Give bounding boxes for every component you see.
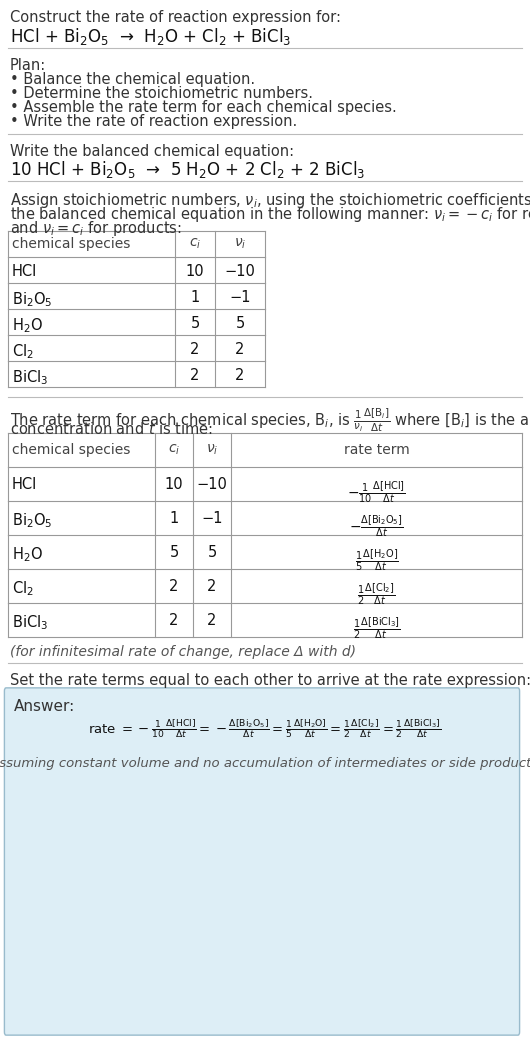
Text: concentration and $t$ is time:: concentration and $t$ is time: [10, 421, 213, 437]
Text: 5: 5 [190, 316, 200, 331]
Text: Cl$_2$: Cl$_2$ [12, 579, 34, 598]
Text: $-\frac{1}{10}\frac{\Delta[\mathrm{HCl}]}{\Delta t}$: $-\frac{1}{10}\frac{\Delta[\mathrm{HCl}]… [347, 479, 406, 504]
Text: H$_2$O: H$_2$O [12, 545, 43, 564]
Text: $c_i$: $c_i$ [168, 443, 180, 457]
Text: 5: 5 [207, 545, 217, 560]
Text: 10: 10 [165, 477, 183, 492]
Text: 10 HCl + Bi$_2$O$_5$  →  5 H$_2$O + 2 Cl$_2$ + 2 BiCl$_3$: 10 HCl + Bi$_2$O$_5$ → 5 H$_2$O + 2 Cl$_… [10, 159, 366, 180]
Text: BiCl$_3$: BiCl$_3$ [12, 367, 48, 386]
Text: the balanced chemical equation in the following manner: $\nu_i = -c_i$ for react: the balanced chemical equation in the fo… [10, 205, 530, 224]
Text: 2: 2 [207, 613, 217, 628]
Text: H$_2$O: H$_2$O [12, 316, 43, 335]
FancyBboxPatch shape [4, 688, 519, 1036]
Text: Assign stoichiometric numbers, $\nu_i$, using the stoichiometric coefficients, $: Assign stoichiometric numbers, $\nu_i$, … [10, 191, 530, 210]
Text: (assuming constant volume and no accumulation of intermediates or side products): (assuming constant volume and no accumul… [0, 757, 530, 770]
Text: −10: −10 [225, 264, 255, 279]
Text: Cl$_2$: Cl$_2$ [12, 342, 34, 360]
Text: 2: 2 [169, 579, 179, 594]
Text: $\frac{1}{5}\frac{\Delta[\mathrm{H_2O}]}{\Delta t}$: $\frac{1}{5}\frac{\Delta[\mathrm{H_2O}]}… [355, 547, 399, 573]
Text: BiCl$_3$: BiCl$_3$ [12, 613, 48, 632]
Text: Answer:: Answer: [14, 699, 75, 714]
Text: HCl + Bi$_2$O$_5$  →  H$_2$O + Cl$_2$ + BiCl$_3$: HCl + Bi$_2$O$_5$ → H$_2$O + Cl$_2$ + Bi… [10, 26, 292, 47]
Text: 1: 1 [170, 511, 179, 526]
Text: • Balance the chemical equation.: • Balance the chemical equation. [10, 72, 255, 87]
Text: chemical species: chemical species [12, 443, 130, 457]
Text: 2: 2 [190, 342, 200, 357]
Text: 2: 2 [190, 367, 200, 383]
Text: 1: 1 [190, 290, 200, 305]
Text: chemical species: chemical species [12, 237, 130, 251]
Text: Construct the rate of reaction expression for:: Construct the rate of reaction expressio… [10, 10, 341, 25]
Text: • Write the rate of reaction expression.: • Write the rate of reaction expression. [10, 114, 297, 129]
Text: 5: 5 [170, 545, 179, 560]
Text: $\frac{1}{2}\frac{\Delta[\mathrm{Cl_2}]}{\Delta t}$: $\frac{1}{2}\frac{\Delta[\mathrm{Cl_2}]}… [357, 582, 396, 607]
Text: Plan:: Plan: [10, 58, 46, 73]
Text: 2: 2 [235, 367, 245, 383]
Text: • Assemble the rate term for each chemical species.: • Assemble the rate term for each chemic… [10, 100, 397, 115]
Text: −10: −10 [197, 477, 227, 492]
Text: $\frac{1}{2}\frac{\Delta[\mathrm{BiCl_3}]}{\Delta t}$: $\frac{1}{2}\frac{\Delta[\mathrm{BiCl_3}… [352, 615, 400, 641]
Text: HCl: HCl [12, 264, 37, 279]
Text: $\nu_i$: $\nu_i$ [206, 443, 218, 457]
Text: $-\frac{\Delta[\mathrm{Bi_2O_5}]}{\Delta t}$: $-\frac{\Delta[\mathrm{Bi_2O_5}]}{\Delta… [349, 513, 404, 539]
Text: rate term: rate term [343, 443, 409, 457]
Text: 5: 5 [235, 316, 245, 331]
Text: Bi$_2$O$_5$: Bi$_2$O$_5$ [12, 511, 52, 529]
Text: −1: −1 [201, 511, 223, 526]
Text: • Determine the stoichiometric numbers.: • Determine the stoichiometric numbers. [10, 86, 313, 101]
Text: $\nu_i$: $\nu_i$ [234, 237, 246, 252]
Text: 10: 10 [186, 264, 204, 279]
Text: HCl: HCl [12, 477, 37, 492]
Text: 2: 2 [207, 579, 217, 594]
Text: 2: 2 [169, 613, 179, 628]
Text: Bi$_2$O$_5$: Bi$_2$O$_5$ [12, 290, 52, 309]
Text: 2: 2 [235, 342, 245, 357]
Text: Write the balanced chemical equation:: Write the balanced chemical equation: [10, 144, 294, 159]
Text: −1: −1 [229, 290, 251, 305]
Text: rate $= -\frac{1}{10}\frac{\Delta[\mathrm{HCl}]}{\Delta t} = -\frac{\Delta[\math: rate $= -\frac{1}{10}\frac{\Delta[\mathr… [89, 717, 441, 740]
Text: Set the rate terms equal to each other to arrive at the rate expression:: Set the rate terms equal to each other t… [10, 673, 530, 688]
Text: and $\nu_i = c_i$ for products:: and $\nu_i = c_i$ for products: [10, 219, 182, 238]
Text: (for infinitesimal rate of change, replace Δ with d): (for infinitesimal rate of change, repla… [10, 645, 356, 659]
Text: $c_i$: $c_i$ [189, 237, 201, 252]
Text: The rate term for each chemical species, B$_i$, is $\frac{1}{\nu_i}\frac{\Delta[: The rate term for each chemical species,… [10, 407, 530, 434]
